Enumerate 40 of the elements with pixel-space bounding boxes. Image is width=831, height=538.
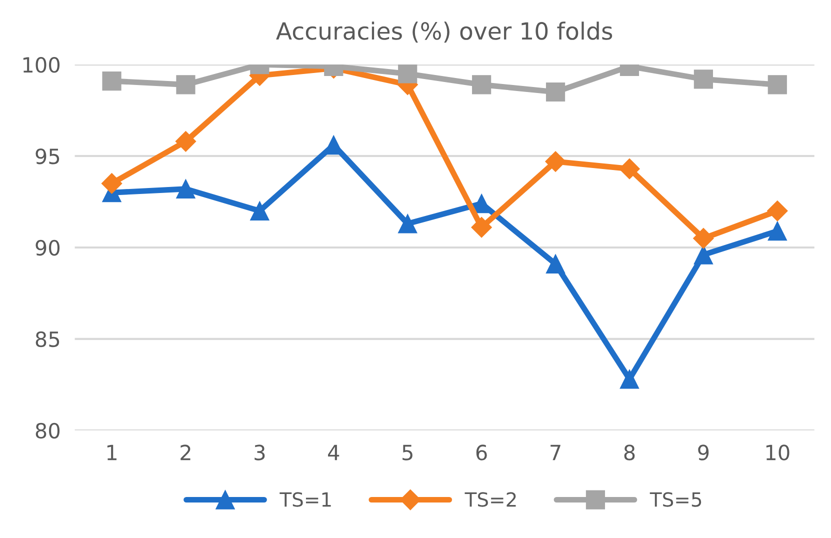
legend-label: TS=5: [650, 492, 702, 507]
point: [471, 217, 492, 238]
y-tick-label: 90: [36, 240, 60, 256]
point: [545, 151, 566, 172]
y-tick-label: 100: [23, 57, 60, 73]
point: [398, 64, 418, 84]
y-tick-label: 95: [36, 148, 60, 164]
chart-title: Accuracies (%) over 10 folds: [276, 22, 612, 43]
x-tick-label: 6: [476, 444, 487, 460]
point: [694, 70, 713, 89]
point: [472, 75, 492, 94]
x-tick-label: 1: [107, 444, 116, 460]
x-tick-label: 4: [328, 444, 340, 460]
x-tick-label: 2: [180, 444, 190, 460]
legend-label: TS=1: [280, 492, 331, 507]
point: [250, 201, 270, 220]
point: [693, 228, 714, 249]
point: [101, 173, 122, 194]
y-tick-label: 80: [36, 422, 60, 439]
point: [619, 158, 640, 180]
point: [398, 214, 418, 234]
x-tick-label: 3: [254, 444, 265, 460]
point: [694, 245, 713, 264]
point: [176, 179, 196, 198]
point: [768, 221, 787, 241]
x-tick-label: 8: [624, 444, 635, 460]
legend-label: TS=2: [464, 492, 516, 507]
point: [175, 131, 196, 152]
point: [102, 71, 122, 91]
x-tick-label: 9: [698, 444, 709, 460]
x-tick-label: 7: [550, 444, 560, 460]
point: [620, 370, 640, 389]
x-tick-label: 10: [766, 444, 790, 460]
point: [546, 254, 566, 274]
point: [768, 75, 787, 94]
x-tick-label: 5: [402, 444, 412, 460]
point: [546, 82, 566, 102]
point: [767, 200, 788, 222]
point: [176, 75, 196, 94]
y-tick-label: 85: [36, 331, 60, 348]
